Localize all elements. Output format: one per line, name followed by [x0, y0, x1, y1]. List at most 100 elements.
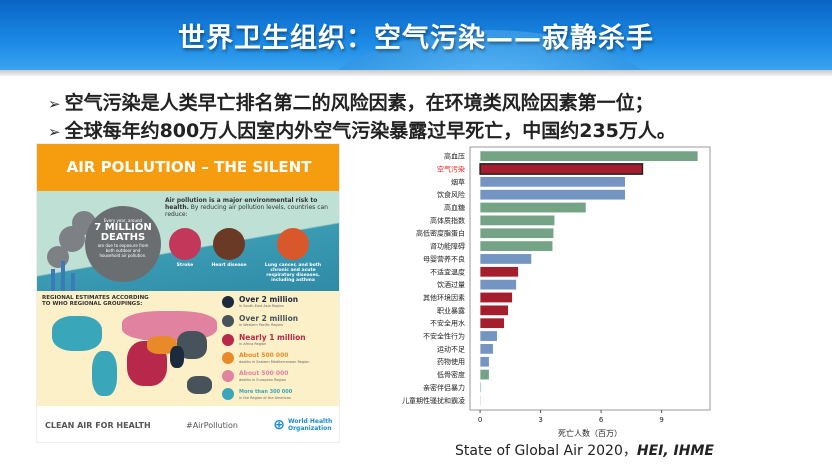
bar [479, 266, 519, 278]
title-banner: 世界卫生组织：空气污染——寂静杀手 [0, 0, 832, 70]
chimney-icon [71, 273, 75, 291]
divider [0, 70, 832, 76]
who-logo: ⊕ World Health Organization [273, 417, 333, 433]
circle-big: 7 MILLION [94, 222, 152, 233]
bar [479, 227, 554, 239]
chimney-icon [61, 261, 65, 291]
bar [479, 215, 555, 226]
category-label: 肾功能障碍 [430, 242, 465, 251]
brain-icon [169, 228, 201, 260]
organ-label: Heart disease [211, 263, 247, 268]
region-item: About 500 000 deaths in Eastern Mediterra… [222, 352, 309, 364]
bar [479, 356, 490, 368]
region-dot [222, 296, 234, 308]
category-label: 低骨密度 [437, 370, 465, 379]
bar [479, 369, 490, 380]
region-item: Over 2 million in Western Pacific Region [222, 315, 298, 327]
category-label: 高血糖 [444, 203, 465, 212]
region-dot [222, 334, 234, 346]
chimney-icon [51, 269, 55, 291]
region-value: Over 2 million [239, 314, 299, 323]
bar [479, 292, 513, 303]
region-sub: in Africa Region [239, 342, 267, 346]
circle-post: are due to exposure from both outdoor an… [97, 243, 149, 258]
regional-title: REGIONAL ESTIMATES ACCORDING TO WHO REGI… [42, 295, 149, 307]
heart-icon [213, 228, 245, 260]
category-label: 不安全用水 [430, 319, 465, 328]
bar [479, 240, 553, 252]
category-label: 亲密伴侣暴力 [423, 383, 465, 392]
bar [479, 279, 517, 291]
region-dot [222, 352, 234, 364]
bar [479, 304, 509, 316]
bullet-item: ➢ 全球每年约800万人因室内外空气污染暴露过早死亡，中国约235万人。 [48, 116, 676, 143]
source-citation: State of Global Air 2020，HEI, IHME [455, 440, 714, 460]
circle-big: DEATHS [100, 232, 146, 243]
bar [479, 150, 699, 162]
organ-label: Stroke [176, 263, 194, 268]
bar [479, 317, 505, 329]
category-label: 儿童期性骚扰和霸凌 [402, 396, 465, 405]
bar [479, 343, 494, 355]
x-axis-label: 死亡人数（百万） [558, 428, 622, 438]
infographic-title: AIR POLLUTION – THE SILENT KILLER [37, 144, 339, 223]
bar [479, 253, 532, 265]
region-item: More than 300 000 in the Region of the Am… [222, 388, 292, 400]
x-tick-label: 6 [599, 416, 604, 424]
category-label: 烟草 [451, 177, 465, 186]
category-label: 饮食风险 [437, 190, 465, 199]
region-sub: in the Region of the Americas [239, 396, 291, 400]
map-sear [170, 346, 184, 368]
arrow-bullet-icon: ➢ [48, 123, 61, 141]
x-tick-label: 3 [538, 416, 542, 424]
bar [479, 163, 644, 175]
bar [479, 176, 626, 188]
region-value: About 500 000 [239, 352, 289, 359]
lungs-icon [277, 228, 309, 260]
category-label: 职业暴露 [437, 306, 465, 315]
region-item: Nearly 1 million in Africa Region [222, 334, 306, 346]
category-label: 不适宜温度 [430, 267, 465, 276]
map-americas [92, 351, 117, 396]
category-label: 高血压 [444, 152, 465, 161]
category-label: 其他环境因素 [423, 293, 465, 302]
map-australia [187, 376, 212, 394]
world-map-section: REGIONAL ESTIMATES ACCORDING TO WHO REGI… [37, 291, 339, 406]
region-value: Over 2 million [239, 295, 299, 304]
deaths-circle: Every year, around 7 MILLION DEATHS are … [85, 206, 161, 282]
who-emblem-icon: ⊕ [273, 417, 285, 433]
region-sub: in Western Pacific Region [239, 323, 283, 327]
region-dot [222, 370, 234, 382]
region-sub: in South-East Asia Region [239, 304, 284, 308]
region-item: About 500 000 deaths in European Region [222, 370, 288, 382]
category-label: 药物使用 [437, 357, 465, 366]
intro-rest: By reducing air pollution levels, countr… [165, 204, 328, 218]
arrow-bullet-icon: ➢ [48, 95, 61, 113]
bar [479, 394, 482, 406]
region-sub: deaths in Eastern Mediterranean Region [239, 360, 310, 364]
category-label: 运动不足 [437, 344, 465, 353]
infographic-footer: CLEAN AIR FOR HEALTH #AirPollution ⊕ Worl… [37, 406, 339, 442]
region-value: About 500 000 [239, 370, 289, 377]
bullet-text: 空气污染是人类早亡排名第二的风险因素，在环境类风险因素第一位； [64, 92, 654, 114]
category-label: 饮酒过量 [437, 280, 465, 289]
who-infographic: AIR POLLUTION – THE SILENT KILLER Every … [36, 143, 340, 443]
category-label: 母婴营养不良 [423, 254, 465, 263]
circle-pre: Every year, around [103, 218, 143, 223]
slide-title: 世界卫生组织：空气污染——寂静杀手 [178, 23, 654, 54]
category-label: 不安全性行为 [423, 332, 465, 341]
category-label: 高低密度脂蛋白 [416, 229, 465, 238]
source-org: HEI, IHME [636, 443, 714, 459]
region-dot [222, 388, 234, 400]
bar [479, 382, 482, 393]
x-tick-label: 0 [478, 416, 482, 424]
region-sub: deaths in European Region [239, 378, 287, 382]
risk-factor-bar-chart: 高血压空气污染烟草饮食风险高血糖高体质指数高低密度脂蛋白肾功能障碍母婴营养不良不… [402, 146, 711, 438]
bar [479, 330, 498, 342]
who-logo-text: World Health Organization [287, 418, 333, 432]
footer-hashtag: #AirPollution [186, 420, 238, 430]
infographic-health-section: Every year, around 7 MILLION DEATHS are … [37, 191, 339, 291]
infographic-intro: Air pollution is a major environmental r… [165, 197, 335, 218]
bullet-item: ➢ 空气污染是人类早亡排名第二的风险因素，在环境类风险因素第一位； [48, 88, 654, 115]
region-item: Over 2 million in South-East Asia Region [222, 296, 298, 308]
